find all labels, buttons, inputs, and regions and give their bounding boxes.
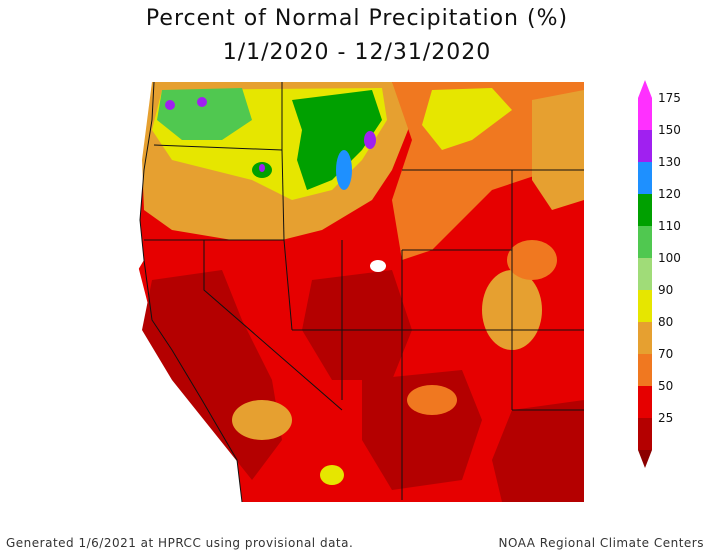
legend-label: 100 bbox=[658, 251, 681, 265]
legend-swatch bbox=[638, 258, 652, 290]
generated-note: Generated 1/6/2021 at HPRCC using provis… bbox=[6, 536, 354, 550]
legend-swatch bbox=[638, 322, 652, 354]
east-montana-orange bbox=[532, 90, 584, 210]
legend-swatch bbox=[638, 354, 652, 386]
map-date-range: 1/1/2020 - 12/31/2020 bbox=[222, 40, 492, 65]
legend-label: 25 bbox=[658, 411, 673, 425]
legend-swatch bbox=[638, 418, 652, 450]
texas-dark-region bbox=[492, 400, 584, 502]
legend-swatch bbox=[638, 386, 652, 418]
legend-label: 50 bbox=[658, 379, 673, 393]
legend-top-arrow bbox=[638, 80, 652, 98]
nevada-dark-region bbox=[302, 270, 412, 380]
coastline bbox=[139, 81, 243, 502]
legend-label: 130 bbox=[658, 155, 681, 169]
legend-swatch bbox=[638, 98, 652, 130]
legend-label: 175 bbox=[658, 91, 681, 105]
legend-label: 150 bbox=[658, 123, 681, 137]
color-legend: 175 150 130 120 110 100 90 80 70 50 25 bbox=[638, 80, 681, 468]
map-title: Percent of Normal Precipitation (%) bbox=[145, 6, 569, 31]
legend-label: 80 bbox=[658, 315, 673, 329]
legend-swatch bbox=[638, 226, 652, 258]
legend-label: 70 bbox=[658, 347, 673, 361]
oregon-purple-spot bbox=[259, 164, 265, 172]
socal-orange bbox=[232, 400, 292, 440]
washington-purple-spot-2 bbox=[197, 97, 207, 107]
attribution: NOAA Regional Climate Centers bbox=[498, 536, 704, 550]
colorado-orange bbox=[507, 240, 557, 280]
legend-bottom-arrow bbox=[638, 450, 652, 468]
northwest-green-region bbox=[157, 88, 252, 140]
legend-label: 90 bbox=[658, 283, 673, 297]
legend-swatch bbox=[638, 162, 652, 194]
washington-purple-spot-1 bbox=[165, 100, 175, 110]
precipitation-map bbox=[132, 80, 584, 502]
socal-yellow bbox=[320, 465, 344, 485]
legend-swatch bbox=[638, 290, 652, 322]
arizona-orange bbox=[407, 385, 457, 415]
great-salt-lake bbox=[370, 260, 386, 272]
legend-swatch bbox=[638, 194, 652, 226]
state-boundaries bbox=[144, 82, 584, 500]
legend-label: 120 bbox=[658, 187, 681, 201]
legend-swatch bbox=[638, 130, 652, 162]
idaho-blue-spot bbox=[336, 150, 352, 190]
legend-label: 110 bbox=[658, 219, 681, 233]
montana-purple-spot bbox=[364, 131, 376, 149]
idaho-green-region bbox=[292, 90, 382, 190]
north-plains-yellow bbox=[422, 88, 512, 150]
